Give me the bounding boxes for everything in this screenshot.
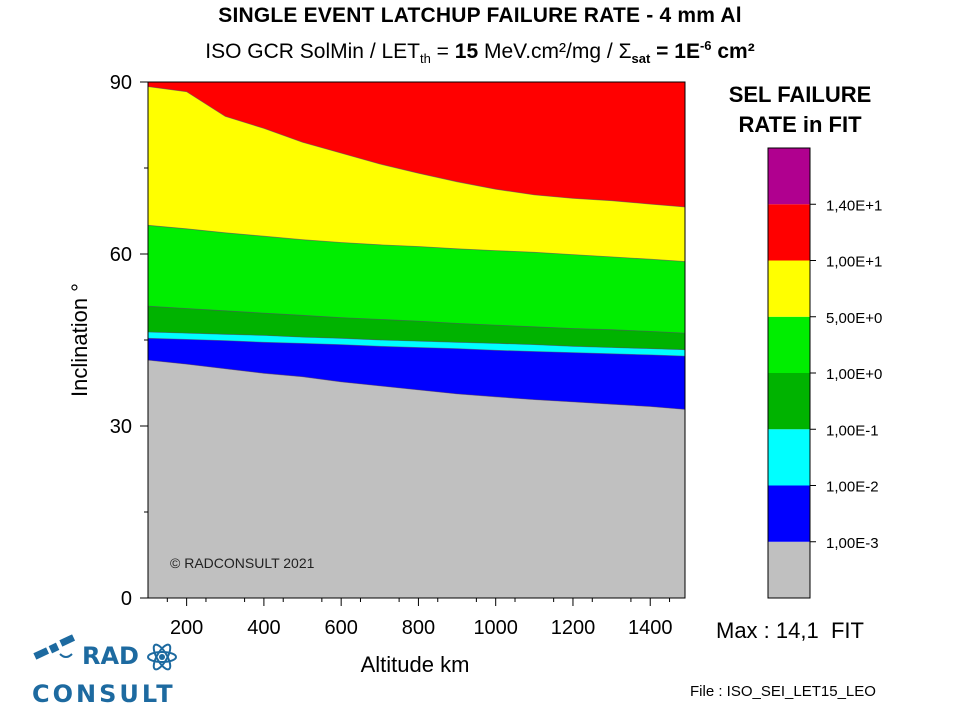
legend-title: SEL FAILURE RATE in FIT bbox=[700, 80, 900, 140]
colorbar-label: 1,40E+1 bbox=[826, 197, 882, 214]
subtitle-sigma: Σ bbox=[618, 40, 632, 63]
radconsult-logo: RAD CONSULT bbox=[32, 634, 177, 708]
contour-gray-region bbox=[148, 360, 685, 598]
y-tick-label: 60 bbox=[110, 244, 132, 266]
contour-line-cyan-top bbox=[147, 331, 686, 351]
x-tick-label: 1000 bbox=[473, 617, 518, 639]
colorbar-segment bbox=[768, 373, 810, 430]
colorbar-label: 5,00E+0 bbox=[826, 310, 882, 327]
contour-line-gray-top bbox=[147, 359, 686, 410]
y-tick-label: 90 bbox=[110, 72, 132, 94]
subtitle-let-value: 15 bbox=[454, 40, 479, 63]
contour-line-yellow-top bbox=[147, 86, 686, 208]
atom-icon bbox=[147, 643, 177, 671]
x-tick-label: 400 bbox=[247, 617, 280, 639]
y-tick-label: 0 bbox=[121, 588, 132, 610]
logo-text-line-2: CONSULT bbox=[32, 680, 176, 708]
x-tick-label: 600 bbox=[324, 617, 357, 639]
subtitle-let-unit: MeV.cm²/mg / bbox=[478, 40, 619, 63]
contour-blue-region bbox=[148, 338, 685, 410]
logo-text-line-1: RAD bbox=[82, 642, 139, 670]
colorbar-segment bbox=[768, 204, 810, 261]
colorbar-segment bbox=[768, 485, 810, 542]
colorbar-segment bbox=[768, 316, 810, 373]
subtitle-eq2: = 1E bbox=[650, 40, 700, 63]
x-tick-label: 1400 bbox=[628, 617, 673, 639]
y-tick-label: 30 bbox=[110, 416, 132, 438]
copyright-annotation: © RADCONSULT 2021 bbox=[170, 555, 315, 571]
contour-line-dgreen-top bbox=[147, 305, 686, 334]
satellite-icon bbox=[33, 634, 76, 660]
colorbar-label: 1,00E+0 bbox=[826, 366, 882, 383]
contour-cyan-region bbox=[148, 332, 685, 357]
colorbar-frame bbox=[767, 147, 811, 599]
colorbar-label: 1,00E-2 bbox=[826, 479, 879, 496]
contour-line-blue-top bbox=[147, 337, 686, 357]
subtitle-sigma-sub: sat bbox=[631, 51, 651, 67]
colorbar-segment bbox=[768, 260, 810, 317]
colorbar-segment bbox=[768, 148, 810, 205]
colorbar-segment bbox=[768, 541, 810, 598]
colorbar-segment bbox=[768, 429, 810, 486]
x-axis-label: Altitude km bbox=[360, 652, 470, 677]
contour-darkgreen-region bbox=[148, 306, 685, 350]
colorbar-label: 1,00E+1 bbox=[826, 254, 882, 271]
subtitle-prefix: ISO GCR SolMin / LET bbox=[205, 40, 420, 63]
colorbar-label: 1,00E-3 bbox=[826, 535, 879, 552]
contour-yellow-region bbox=[148, 86, 685, 262]
x-tick-label: 200 bbox=[170, 617, 203, 639]
colorbar-label: 1,00E-1 bbox=[826, 422, 879, 439]
subtitle-area-unit: cm² bbox=[711, 40, 755, 63]
chart-title: SINGLE EVENT LATCHUP FAILURE RATE - 4 mm… bbox=[218, 4, 742, 27]
subtitle-exp: -6 bbox=[699, 38, 712, 53]
legend-title-line-2: RATE in FIT bbox=[738, 112, 862, 137]
file-label: File : ISO_SEI_LET15_LEO bbox=[690, 683, 876, 700]
subtitle-eq1: = bbox=[430, 40, 455, 63]
legend-title-line-1: SEL FAILURE bbox=[728, 82, 872, 107]
x-tick-label: 800 bbox=[402, 617, 435, 639]
contour-green-region bbox=[148, 225, 685, 334]
max-fit-label: Max : 14,1 FIT bbox=[716, 618, 864, 643]
y-axis-label: Inclination ° bbox=[67, 283, 92, 397]
x-tick-label: 1200 bbox=[551, 617, 596, 639]
contour-line-green-top bbox=[147, 224, 686, 262]
subtitle-let-sub: th bbox=[420, 51, 431, 67]
chart-subtitle: ISO GCR SolMin / LETth = 15 MeV.cm²/mg /… bbox=[0, 38, 960, 66]
